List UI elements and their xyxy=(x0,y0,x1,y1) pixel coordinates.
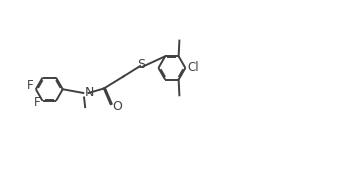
Text: O: O xyxy=(112,100,122,113)
Text: N: N xyxy=(84,87,94,100)
Text: F: F xyxy=(27,79,34,92)
Text: Cl: Cl xyxy=(187,61,199,74)
Text: S: S xyxy=(137,58,145,71)
Text: F: F xyxy=(34,96,41,109)
